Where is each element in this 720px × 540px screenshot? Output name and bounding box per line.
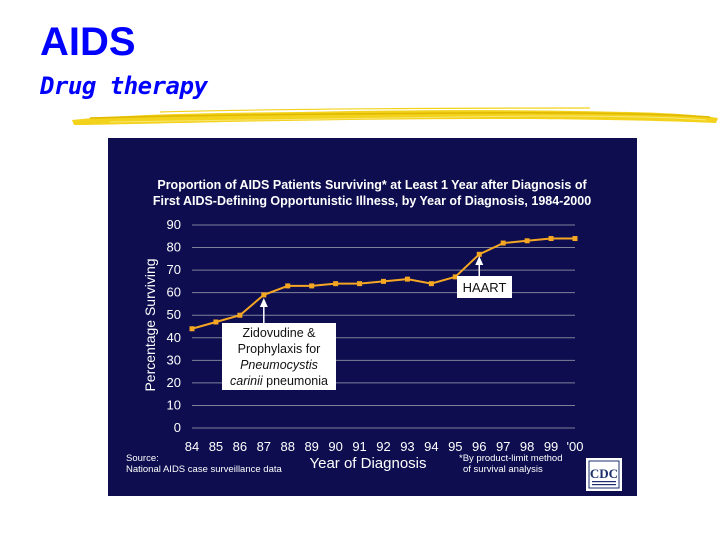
x-tick-label: '00 (567, 439, 584, 454)
data-point-'00 (572, 236, 578, 242)
y-tick-label: 0 (174, 420, 181, 435)
data-point-92 (381, 278, 386, 284)
data-point-91 (357, 281, 363, 287)
x-tick-label: 88 (281, 439, 295, 454)
data-point-84 (189, 326, 195, 332)
y-tick-label: 90 (167, 217, 181, 232)
y-tick-label: 20 (167, 375, 181, 390)
data-point-99 (548, 236, 554, 242)
chart-title-line-2: First AIDS-Defining Opportunistic Illnes… (153, 194, 591, 208)
source-label: Source: (126, 453, 159, 464)
zidovudine-callout-box (222, 323, 336, 390)
y-tick-label: 50 (167, 307, 181, 322)
y-tick-label: 70 (167, 262, 181, 277)
y-tick-label: 80 (167, 240, 181, 255)
x-tick-label: 95 (448, 439, 462, 454)
x-axis-label: Year of Diagnosis (309, 455, 426, 472)
zidovudine-callout-line-3: Pneumocystis (240, 358, 318, 372)
x-tick-label: 85 (209, 439, 223, 454)
data-point-98 (524, 238, 530, 244)
y-tick-label: 30 (167, 352, 181, 367)
x-tick-label: 86 (233, 439, 247, 454)
x-tick-label: 98 (520, 439, 534, 454)
zidovudine-callout-line-2: Prophylaxis for (238, 342, 321, 356)
footnote-line-1: *By product-limit method (459, 453, 562, 464)
data-point-90 (333, 281, 339, 287)
data-point-95 (452, 274, 458, 280)
footnote-line-2: of survival analysis (463, 464, 543, 475)
zidovudine-callout-span: pneumonia (263, 374, 328, 388)
data-point-86 (237, 312, 243, 318)
zidovudine-callout-span: Pneumocystis (240, 358, 318, 372)
y-tick-label: 40 (167, 330, 181, 345)
data-point-87 (261, 292, 267, 298)
x-tick-label: 96 (472, 439, 486, 454)
zidovudine-callout-line-1: Zidovudine & (243, 326, 317, 340)
slide-subtitle: Drug therapy (40, 72, 208, 100)
y-tick-label: 10 (167, 397, 181, 412)
x-tick-label: 97 (496, 439, 510, 454)
data-point-85 (213, 319, 219, 325)
x-tick-label: 99 (544, 439, 558, 454)
data-point-93 (404, 276, 410, 282)
cdc-logo-text: CDC (590, 466, 618, 481)
slide-title: AIDS (40, 20, 136, 64)
x-tick-label: 91 (352, 439, 366, 454)
haart-callout-text: HAART (463, 280, 507, 295)
zidovudine-callout-line-4: carinii pneumonia (230, 374, 328, 388)
zidovudine-arrow-head (259, 298, 268, 307)
survival-line-chart: Proportion of AIDS Patients Surviving* a… (126, 178, 622, 491)
brush-stroke-divider (72, 107, 718, 125)
x-tick-label: 84 (185, 439, 199, 454)
haart-arrow-head (475, 256, 484, 265)
haart-callout-box (457, 276, 512, 298)
x-tick-label: 94 (424, 439, 438, 454)
zidovudine-callout-span: carinii (230, 374, 264, 388)
x-tick-label: 92 (376, 439, 390, 454)
data-point-89 (309, 283, 315, 289)
data-point-97 (500, 240, 506, 246)
zidovudine-callout-span: Zidovudine & (243, 326, 317, 340)
source-text: National AIDS case surveillance data (126, 464, 282, 475)
zidovudine-callout-span: Prophylaxis for (238, 342, 321, 356)
y-axis-label: Percentage Surviving (142, 258, 158, 391)
x-tick-label: 93 (400, 439, 414, 454)
x-tick-label: 89 (304, 439, 318, 454)
data-point-94 (428, 281, 434, 287)
x-tick-label: 87 (257, 439, 271, 454)
chart-panel: Proportion of AIDS Patients Surviving* a… (108, 138, 637, 496)
x-tick-label: 90 (328, 439, 342, 454)
data-point-88 (285, 283, 291, 289)
data-point-96 (476, 251, 482, 257)
chart-title-line-1: Proportion of AIDS Patients Surviving* a… (157, 178, 587, 192)
cdc-logo: CDC (586, 458, 622, 491)
y-tick-label: 60 (167, 285, 181, 300)
